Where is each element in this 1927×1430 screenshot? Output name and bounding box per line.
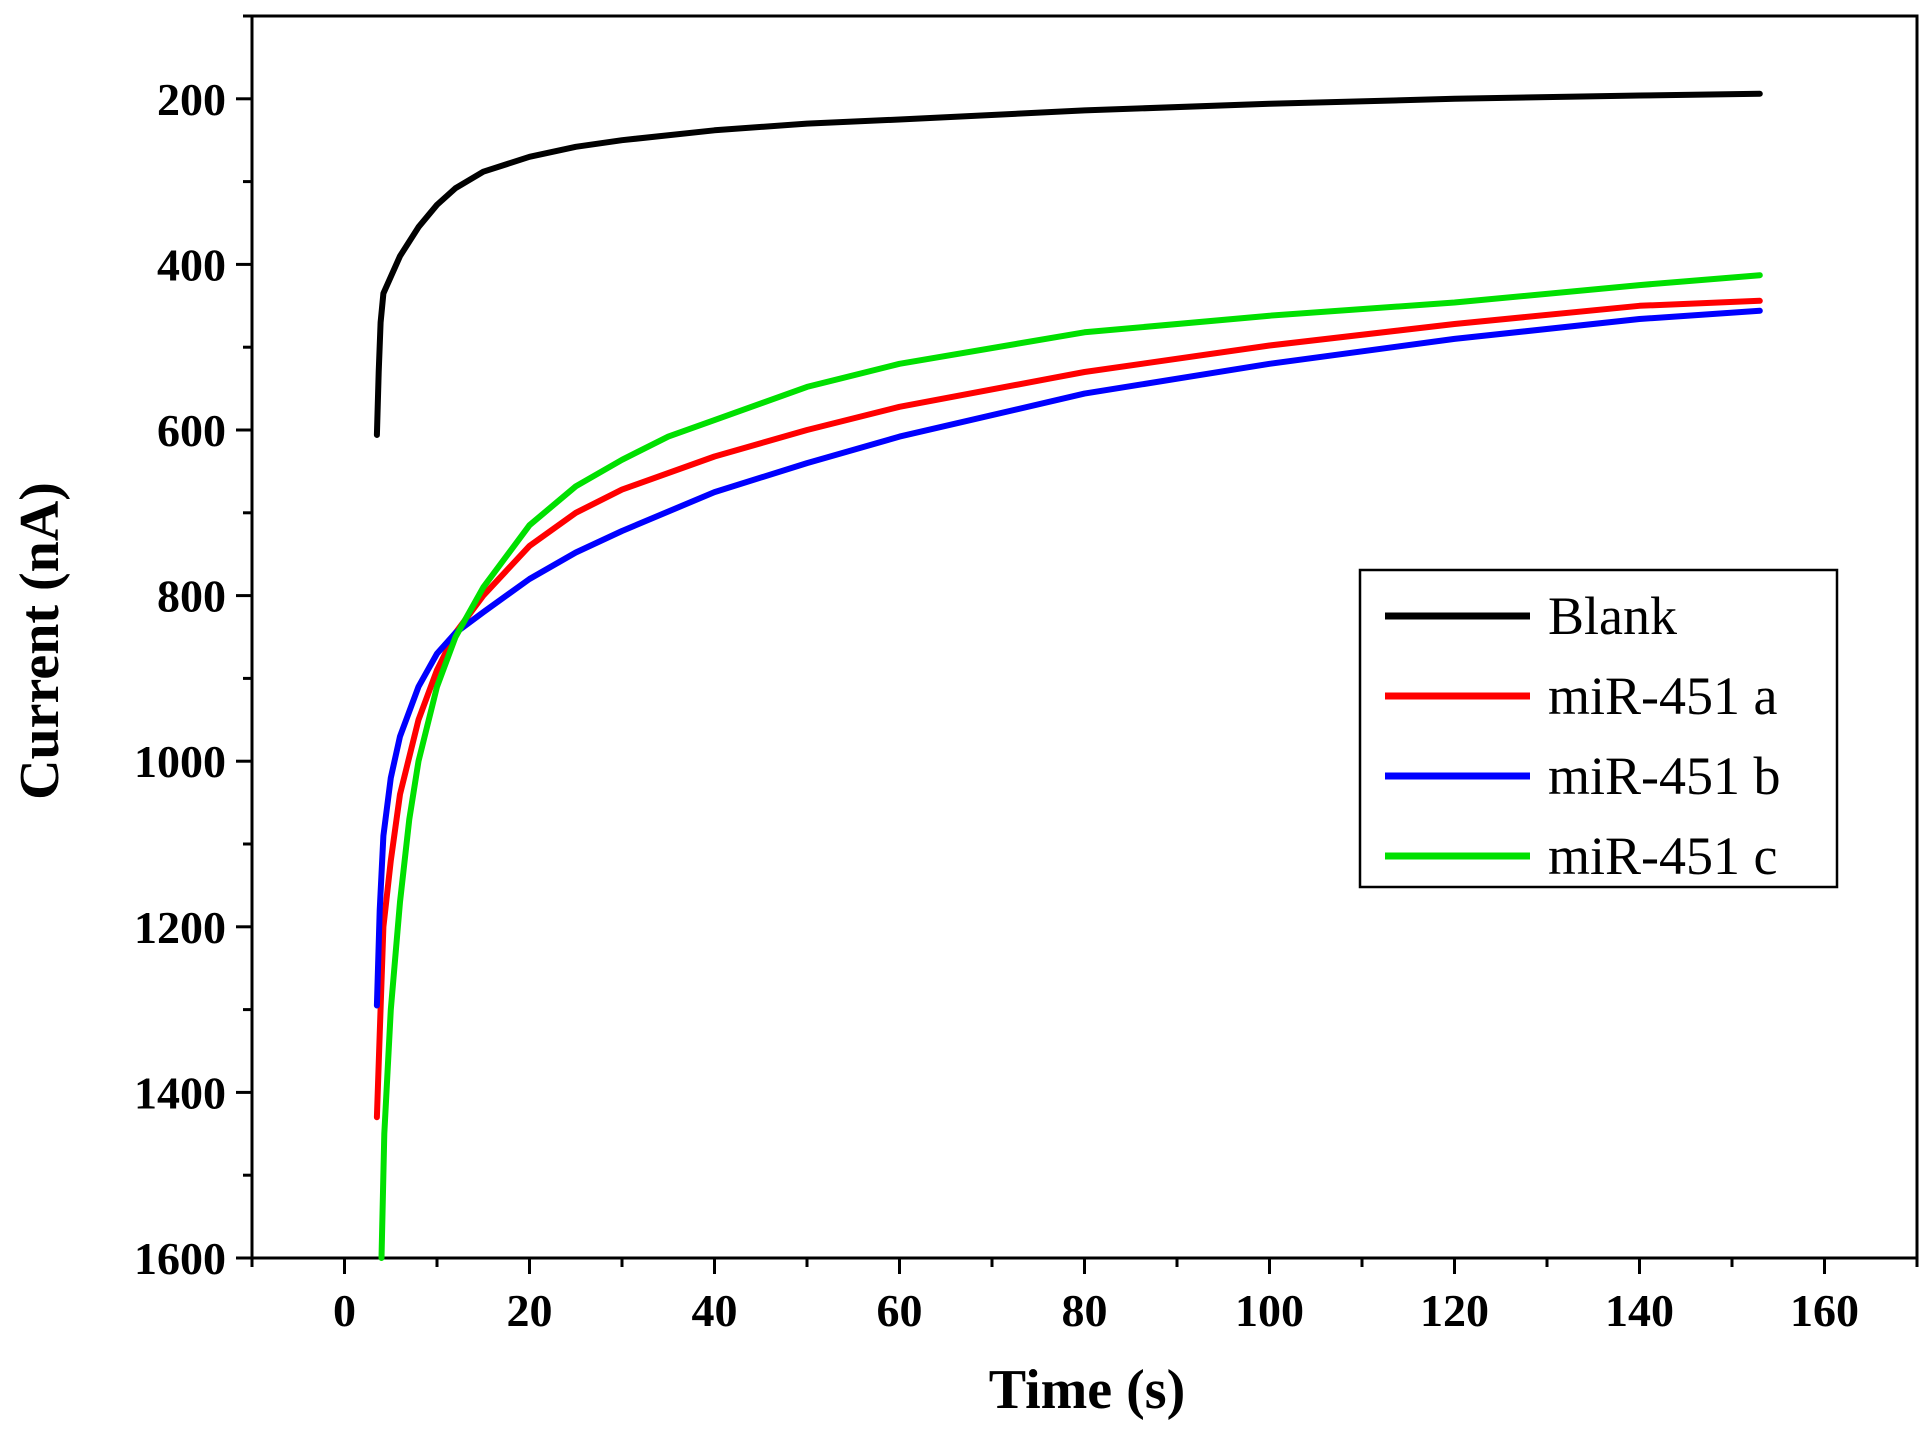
x-tick-label: 80: [1062, 1285, 1108, 1336]
series-line-mir-451-b: [373, 307, 1763, 1009]
x-tick-label: 40: [692, 1285, 738, 1336]
x-tick-label: 120: [1420, 1285, 1489, 1336]
y-axis-ticks: 200 400 600 800 1000 1200 1400 1600: [134, 14, 252, 1284]
y-tick-label: 400: [157, 239, 226, 290]
x-tick-label: 0: [333, 1285, 356, 1336]
y-tick-label: 600: [157, 405, 226, 456]
x-axis-ticks: 0 20 40 60 80 100 120 140 160: [250, 1258, 1919, 1336]
y-tick-label: 1000: [134, 736, 226, 787]
legend-label-mir-451-b: miR-451 b: [1548, 746, 1781, 806]
y-tick-label: 1600: [134, 1233, 226, 1284]
y-axis-title: Current (nA): [9, 482, 71, 800]
legend-label-mir-451-c: miR-451 c: [1548, 826, 1777, 886]
series-line-mir-451-a: [373, 297, 1763, 1121]
legend-label-blank: Blank: [1548, 586, 1677, 646]
series-lines: [373, 90, 1763, 1261]
x-axis-title: Time (s): [989, 1359, 1186, 1421]
x-tick-label: 100: [1235, 1285, 1304, 1336]
series-line-blank: [373, 90, 1763, 438]
legend: Blank miR-451 a miR-451 b miR-451 c: [1358, 568, 1839, 889]
x-tick-label: 160: [1790, 1285, 1859, 1336]
x-tick-label: 140: [1605, 1285, 1674, 1336]
legend-box: [1358, 568, 1839, 889]
legend-label-mir-451-a: miR-451 a: [1548, 666, 1778, 726]
y-tick-label: 1400: [134, 1067, 226, 1118]
x-tick-label: 60: [877, 1285, 923, 1336]
y-tick-label: 800: [157, 571, 226, 622]
y-tick-label: 1200: [134, 902, 226, 953]
series-line-mir-451-c: [378, 272, 1763, 1261]
y-tick-label: 200: [157, 74, 226, 125]
x-tick-label: 20: [507, 1285, 553, 1336]
